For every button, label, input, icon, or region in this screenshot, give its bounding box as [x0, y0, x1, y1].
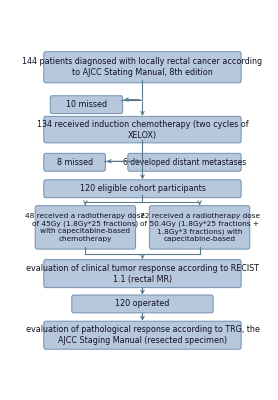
FancyBboxPatch shape — [44, 116, 241, 143]
FancyBboxPatch shape — [44, 52, 241, 83]
FancyBboxPatch shape — [44, 153, 105, 171]
Text: 120 operated: 120 operated — [115, 300, 170, 308]
FancyBboxPatch shape — [44, 260, 241, 288]
FancyBboxPatch shape — [128, 153, 241, 171]
Text: evaluation of pathological response according to TRG, the
AJCC Staging Manual (r: evaluation of pathological response acco… — [26, 325, 259, 345]
FancyBboxPatch shape — [50, 96, 123, 114]
FancyBboxPatch shape — [35, 206, 136, 249]
Text: 6 developed distant metastases: 6 developed distant metastases — [123, 158, 246, 167]
Text: evaluation of clinical tumor response according to RECIST
1.1 (rectal MR): evaluation of clinical tumor response ac… — [26, 264, 259, 284]
FancyBboxPatch shape — [44, 180, 241, 198]
FancyBboxPatch shape — [149, 206, 250, 249]
Text: 10 missed: 10 missed — [66, 100, 107, 109]
Text: 144 patients diagnosed with locally rectal cancer according
to AJCC Stating Manu: 144 patients diagnosed with locally rect… — [23, 57, 262, 77]
Text: 134 received induction chemotherapy (two cycles of
XELOX): 134 received induction chemotherapy (two… — [37, 120, 248, 140]
FancyBboxPatch shape — [72, 295, 213, 313]
FancyBboxPatch shape — [44, 321, 241, 349]
Text: 48 received a radiotherapy dose
of 45Gy (1.8Gy*25 fractions)
with capecitabine-b: 48 received a radiotherapy dose of 45Gy … — [26, 213, 145, 242]
Text: 72 received a radiotherapy dose
of 50.4Gy (1.8Gy*25 fractions +
1.8Gy*3 fraction: 72 received a radiotherapy dose of 50.4G… — [140, 213, 260, 242]
Text: 120 eligible cohort participants: 120 eligible cohort participants — [80, 184, 205, 193]
Text: 8 missed: 8 missed — [56, 158, 93, 167]
